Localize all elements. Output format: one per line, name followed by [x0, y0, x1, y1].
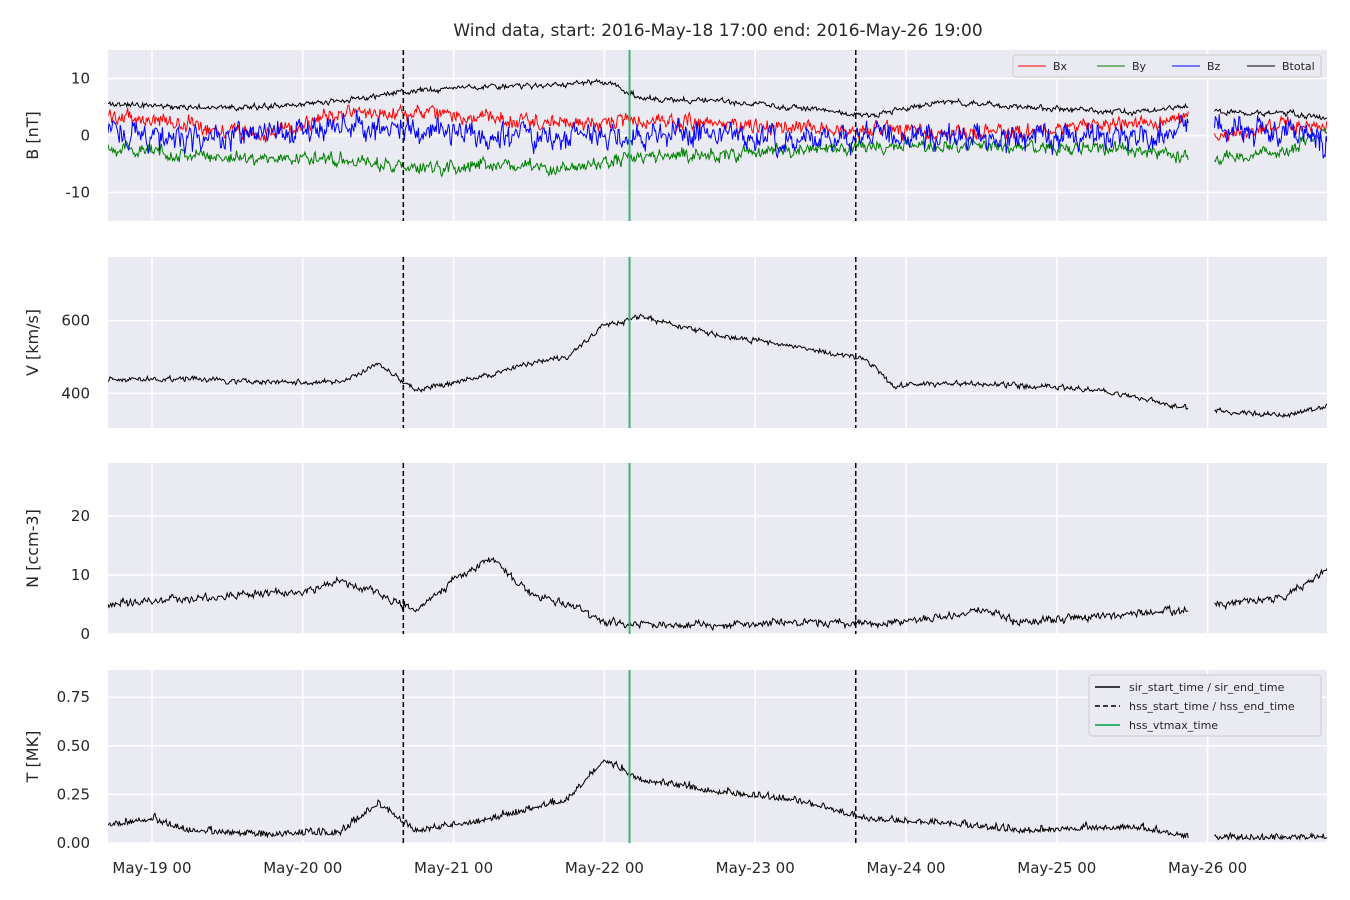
y-tick-label: 0.00 — [57, 834, 90, 852]
y-tick-label: 600 — [61, 312, 90, 330]
panel-b: -10 0 10 B [nT] Bx By Bz Btotal — [23, 50, 1327, 221]
legend-t-label: hss_vtmax_time — [1129, 719, 1218, 732]
x-tick-label: May-24 00 — [866, 859, 945, 877]
panel-b-ylabel: B [nT] — [23, 111, 42, 159]
legend-t: sir_start_time / sir_end_time hss_start_t… — [1088, 674, 1322, 737]
panel-t-series — [108, 759, 1327, 842]
x-tick-label: May-20 00 — [263, 859, 342, 877]
panel-t: 0.00 0.25 0.50 0.75 T [MK] May-19 00 May-20 00… — [23, 670, 1327, 877]
y-tick-label: 0 — [80, 127, 90, 145]
panel-v-background — [108, 257, 1327, 428]
panel-n-series — [108, 556, 1327, 632]
panels: -10 0 10 B [nT] Bx By Bz Btotal 400 600 V [km/s] 0 1… — [23, 50, 1327, 877]
legend-b-frame — [1012, 54, 1322, 78]
series-bz-line — [108, 110, 1327, 159]
y-tick-label: 20 — [71, 507, 90, 525]
figure-title: Wind data, start: 2016-May-18 17:00 end:… — [453, 21, 982, 41]
y-tick-label: 0.25 — [57, 785, 90, 803]
y-tick-label: 0.75 — [57, 688, 90, 706]
panel-v-ylabel: V [km/s] — [23, 309, 42, 376]
panel-n-ylabel: N [ccm-3] — [23, 509, 42, 588]
y-tick-label: 0 — [80, 625, 90, 643]
legend-b: Bx By Bz Btotal — [1012, 54, 1322, 78]
legend-t-frame — [1088, 674, 1322, 737]
x-tick-label: May-21 00 — [414, 859, 493, 877]
y-tick-label: 10 — [71, 566, 90, 584]
series-v-line — [108, 313, 1327, 419]
legend-b-label: Bz — [1207, 60, 1221, 73]
x-tick-label: May-26 00 — [1168, 859, 1247, 877]
y-tick-label: 10 — [71, 70, 90, 88]
panel-v: 400 600 V [km/s] — [23, 257, 1327, 428]
panel-n-background — [108, 463, 1327, 634]
panel-v-series — [108, 313, 1327, 419]
y-tick-label: 0.50 — [57, 737, 90, 755]
legend-t-label: sir_start_time / sir_end_time — [1129, 681, 1285, 694]
legend-b-label: Bx — [1053, 60, 1068, 73]
legend-t-label: hss_start_time / hss_end_time — [1129, 700, 1295, 713]
legend-b-label: Btotal — [1282, 60, 1315, 73]
panel-b-series — [108, 78, 1327, 178]
y-tick-label: -10 — [66, 184, 91, 202]
x-tick-label: May-23 00 — [716, 859, 795, 877]
x-tick-label: May-25 00 — [1017, 859, 1096, 877]
panel-n: 0 10 20 N [ccm-3] — [23, 463, 1327, 643]
y-tick-label: 400 — [61, 384, 90, 402]
legend-b-label: By — [1132, 60, 1147, 73]
panel-t-ylabel: T [MK] — [23, 731, 42, 784]
series-t-line — [108, 759, 1327, 842]
series-btotal-line — [108, 78, 1327, 121]
x-tick-label: May-19 00 — [112, 859, 191, 877]
series-n-line — [108, 556, 1327, 632]
x-tick-label: May-22 00 — [565, 859, 644, 877]
